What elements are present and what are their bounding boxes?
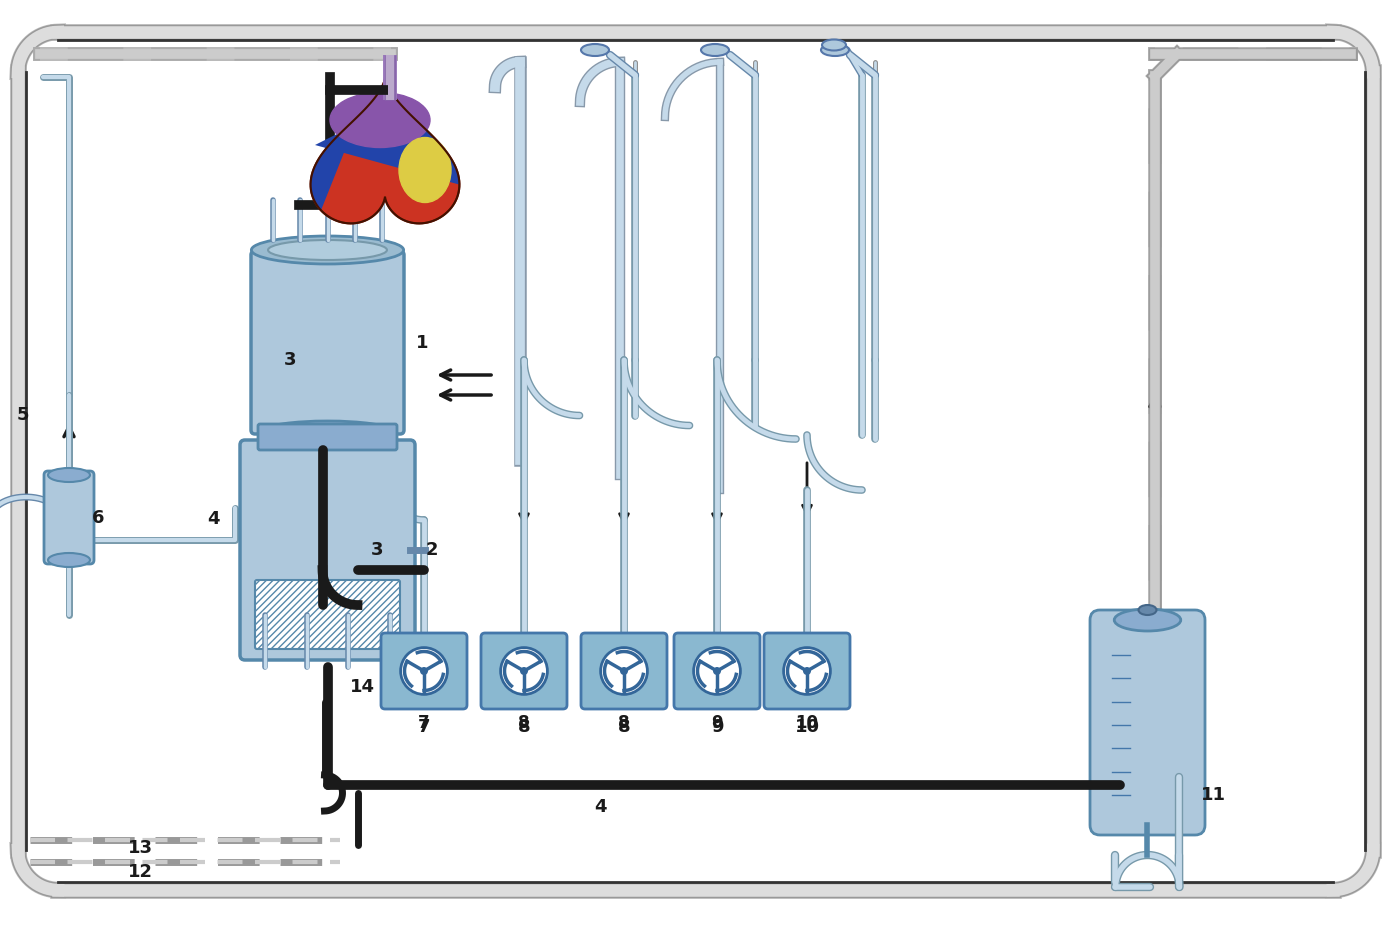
Ellipse shape: [399, 137, 451, 202]
Text: 6: 6: [92, 509, 104, 527]
Ellipse shape: [701, 44, 729, 56]
FancyBboxPatch shape: [381, 633, 468, 709]
Polygon shape: [311, 78, 459, 211]
Text: 10: 10: [794, 718, 819, 736]
Circle shape: [601, 648, 647, 695]
Ellipse shape: [820, 44, 848, 56]
Circle shape: [519, 667, 528, 675]
Text: 14: 14: [350, 678, 375, 696]
Text: 7: 7: [419, 714, 430, 732]
FancyBboxPatch shape: [251, 251, 405, 434]
Ellipse shape: [48, 553, 90, 567]
Text: 3: 3: [284, 351, 297, 369]
Circle shape: [804, 667, 811, 675]
Text: 4: 4: [207, 509, 220, 527]
Ellipse shape: [581, 44, 609, 56]
Circle shape: [784, 648, 830, 695]
Circle shape: [620, 667, 629, 675]
Text: 2: 2: [426, 541, 438, 559]
FancyBboxPatch shape: [482, 633, 567, 709]
Text: 1: 1: [416, 334, 428, 352]
Text: 8: 8: [518, 714, 529, 732]
Text: 8: 8: [617, 718, 630, 736]
Ellipse shape: [48, 468, 90, 482]
Text: 7: 7: [417, 718, 430, 736]
FancyBboxPatch shape: [673, 633, 760, 709]
FancyBboxPatch shape: [764, 633, 850, 709]
Ellipse shape: [822, 39, 846, 51]
Text: 8: 8: [619, 714, 630, 732]
Text: 5: 5: [17, 406, 29, 424]
FancyBboxPatch shape: [581, 633, 666, 709]
Polygon shape: [311, 78, 459, 224]
Circle shape: [400, 648, 448, 695]
Text: 12: 12: [127, 863, 153, 881]
Text: 3: 3: [371, 541, 384, 559]
FancyBboxPatch shape: [239, 440, 414, 660]
Circle shape: [693, 648, 741, 695]
Circle shape: [420, 667, 428, 675]
Text: 4: 4: [594, 798, 606, 816]
Text: 9: 9: [711, 718, 724, 736]
Text: 13: 13: [127, 839, 153, 857]
FancyBboxPatch shape: [258, 424, 398, 450]
Text: 9: 9: [711, 714, 722, 732]
Ellipse shape: [267, 240, 386, 260]
Text: 8: 8: [518, 718, 531, 736]
Ellipse shape: [1138, 605, 1156, 615]
Ellipse shape: [252, 236, 403, 264]
FancyBboxPatch shape: [255, 580, 400, 649]
Text: 10: 10: [795, 714, 819, 732]
Ellipse shape: [1114, 609, 1180, 631]
Circle shape: [501, 648, 547, 695]
Circle shape: [713, 667, 721, 675]
Ellipse shape: [330, 92, 430, 148]
FancyBboxPatch shape: [43, 471, 94, 564]
Ellipse shape: [266, 421, 389, 439]
FancyBboxPatch shape: [1091, 610, 1205, 835]
Text: 11: 11: [1200, 786, 1225, 804]
